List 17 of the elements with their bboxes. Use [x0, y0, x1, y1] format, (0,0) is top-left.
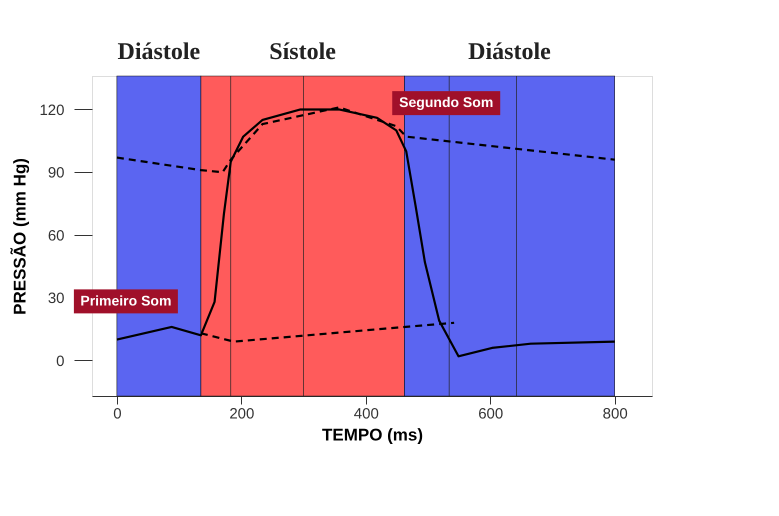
- y-tick-label: 60: [48, 227, 64, 244]
- x-tick-label: 0: [113, 406, 122, 422]
- band-label: Sístole: [269, 39, 336, 65]
- annotation: Primeiro Som: [80, 292, 172, 308]
- band-label: Diástole: [118, 39, 201, 65]
- x-axis-title: TEMPO (ms): [322, 426, 424, 444]
- x-tick-label: 200: [229, 406, 254, 422]
- y-tick-label: 30: [48, 290, 64, 308]
- x-tick-label: 800: [602, 406, 628, 422]
- annotation: Segundo Som: [399, 94, 494, 110]
- band-label: Diástole: [468, 39, 552, 65]
- x-tick-label: 600: [478, 406, 504, 422]
- y-tick-label: 120: [39, 102, 64, 119]
- y-tick-label: 0: [56, 352, 64, 370]
- y-axis-title: PRESSÃO (mm Hg): [9, 158, 30, 315]
- y-tick-label: 90: [48, 164, 64, 182]
- x-tick-label: 400: [354, 406, 379, 422]
